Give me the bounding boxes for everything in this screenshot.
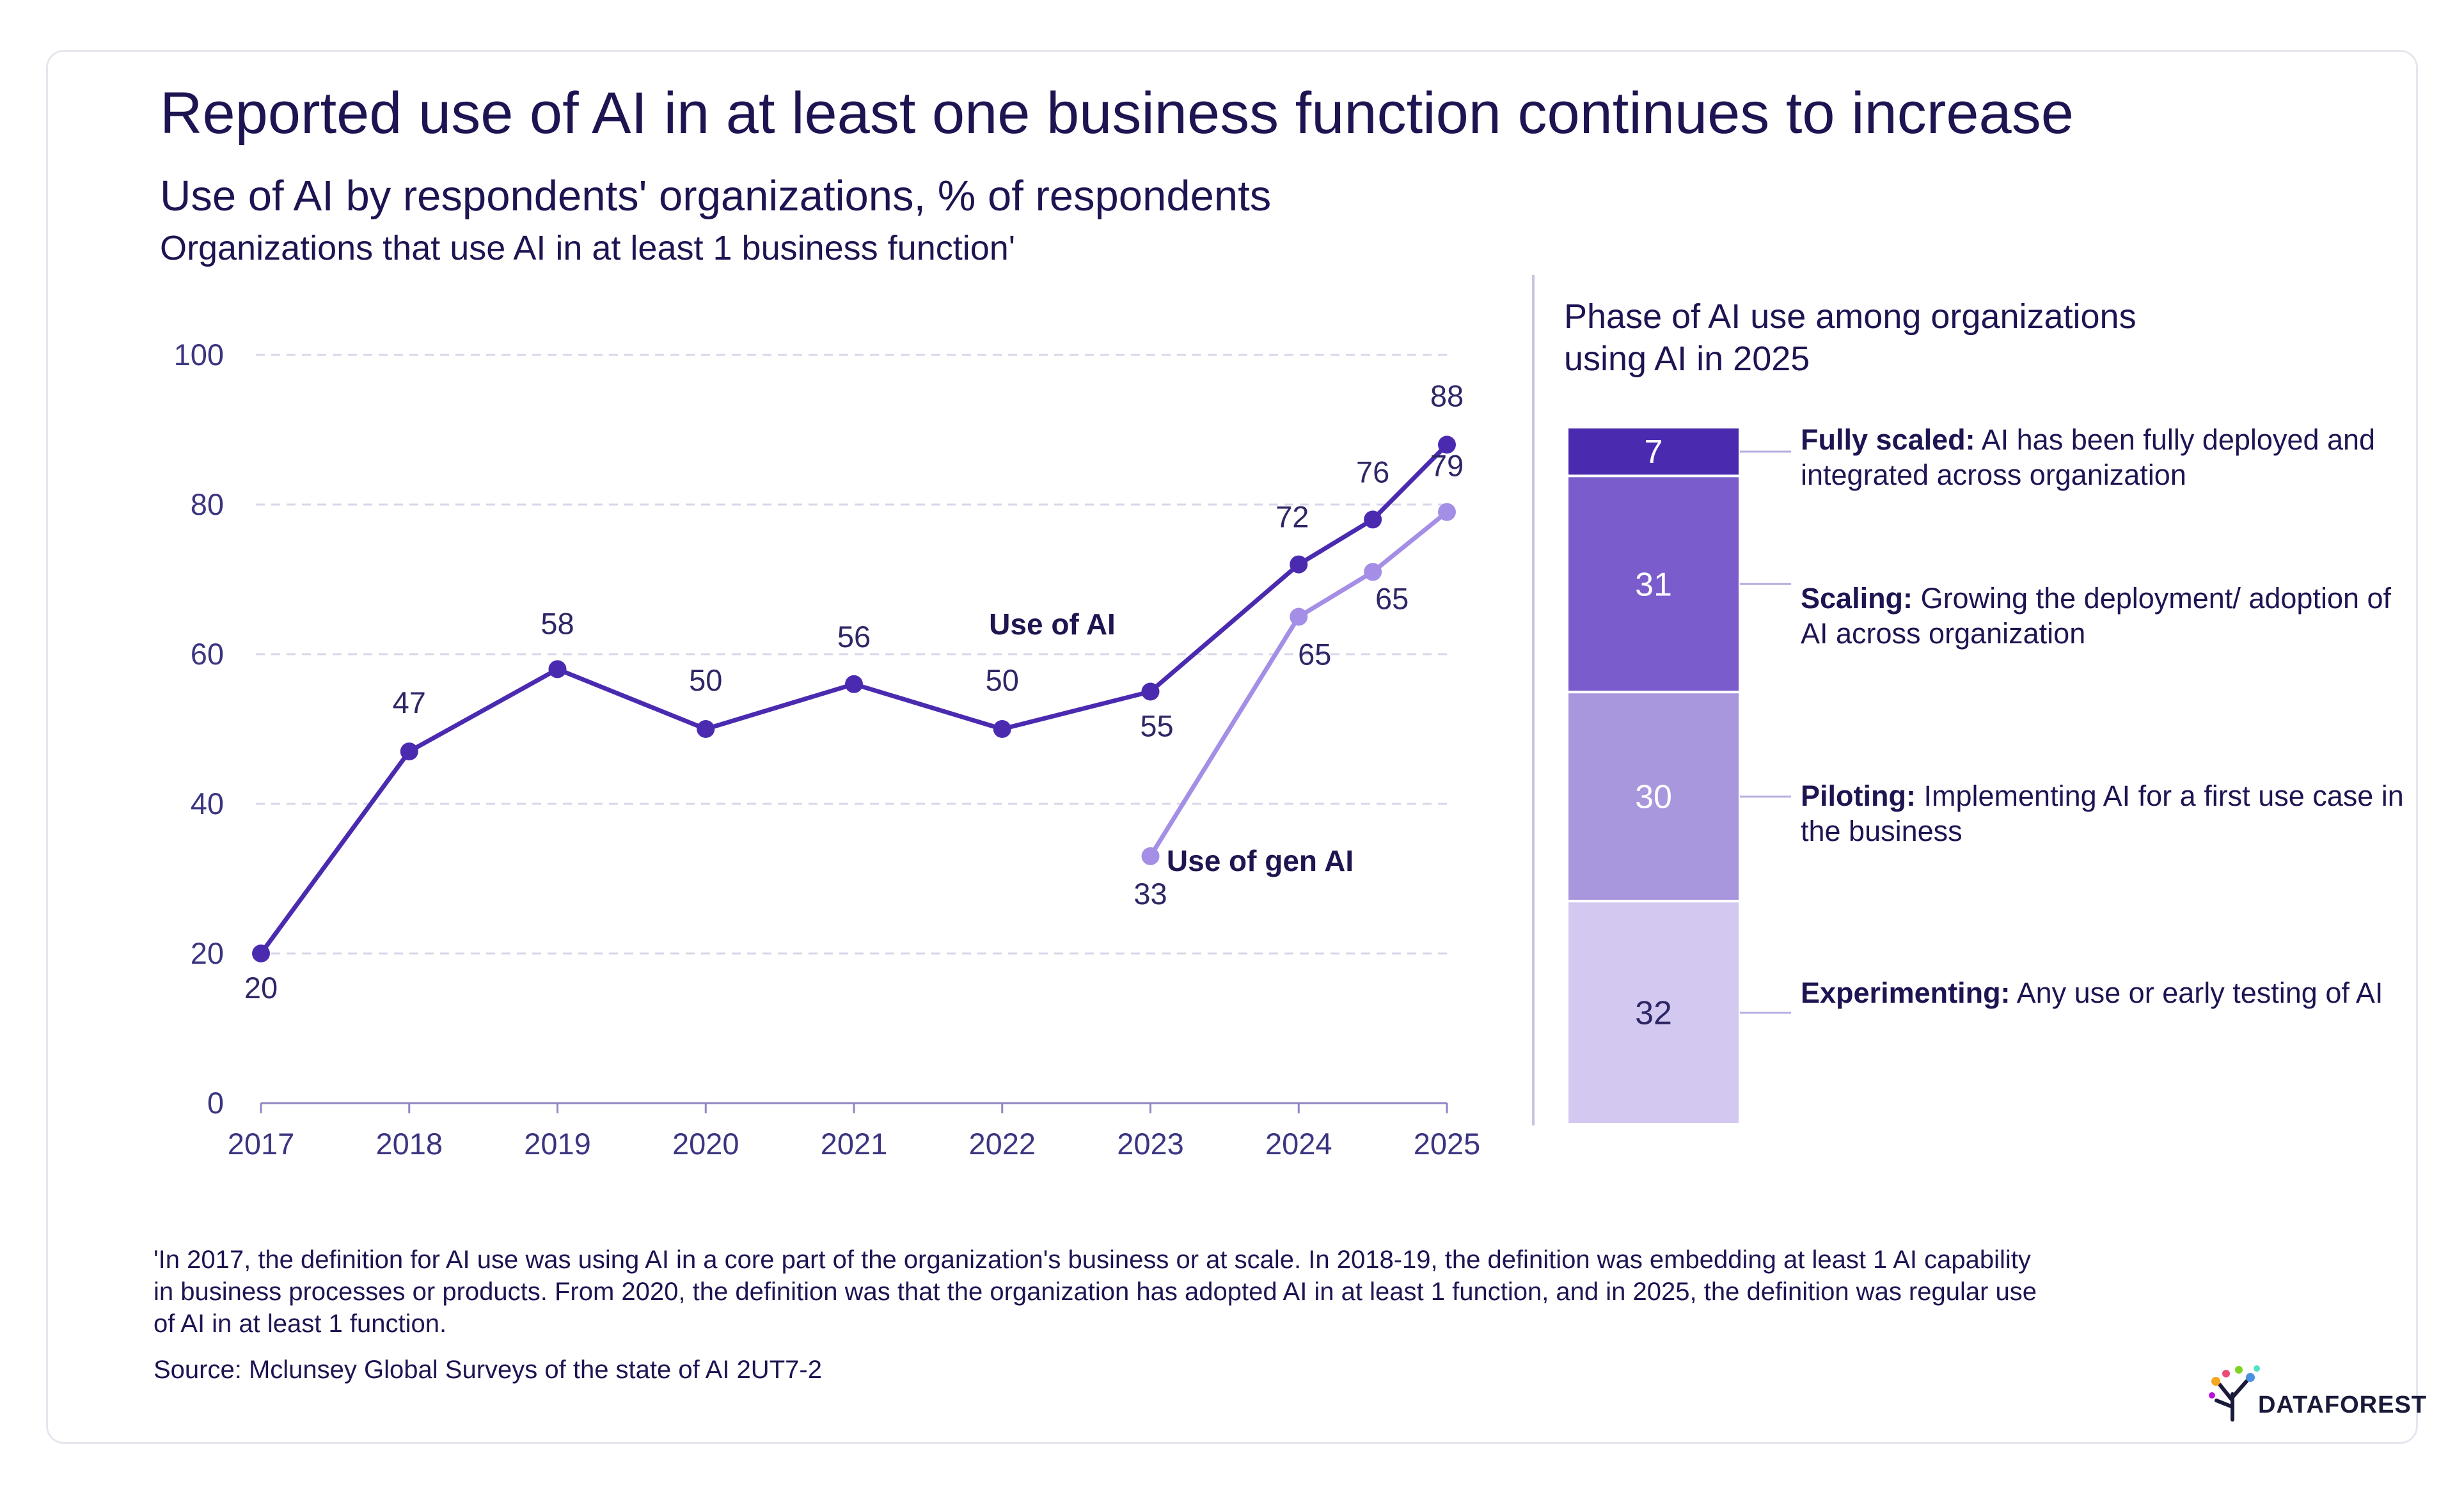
data-label: 58 bbox=[541, 606, 574, 640]
bar-segment bbox=[1566, 474, 1741, 694]
data-point bbox=[400, 742, 418, 761]
data-point bbox=[845, 675, 863, 693]
logo-text: DATAFOREST bbox=[2258, 1392, 2428, 1418]
phase-name: Fully scaled: bbox=[1801, 423, 1975, 456]
tree-logo-icon bbox=[2209, 1365, 2260, 1422]
data-point bbox=[1290, 555, 1308, 574]
data-label: 88 bbox=[1430, 379, 1464, 412]
phase-description: AI has been fully deployed and integrate… bbox=[1801, 423, 2376, 491]
x-tick-label: 2020 bbox=[672, 1127, 739, 1161]
phase-name: Experimenting: bbox=[1801, 976, 2010, 1009]
data-point bbox=[252, 945, 270, 962]
chart-subtitle: Use of AI by respondents' organizations,… bbox=[160, 172, 1272, 220]
y-tick-label: 20 bbox=[191, 936, 224, 970]
chart-card bbox=[46, 50, 2418, 1444]
data-label: 79 bbox=[1430, 449, 1464, 483]
y-tick-label: 100 bbox=[174, 338, 224, 372]
series-label: Use of AI bbox=[989, 608, 1116, 641]
x-tick-label: 2018 bbox=[375, 1127, 443, 1161]
data-label: 20 bbox=[244, 971, 278, 1005]
phase-desc-fully-scaled: Fully scaled: AI has been fully deployed… bbox=[1801, 422, 2408, 492]
bar-segment bbox=[1566, 900, 1741, 1125]
data-point bbox=[1290, 608, 1308, 626]
phase-name: Scaling: bbox=[1801, 582, 1913, 615]
data-label: 55 bbox=[1140, 709, 1173, 743]
segment-value-label: 32 bbox=[1635, 995, 1672, 1032]
data-point bbox=[548, 660, 567, 678]
data-label: 47 bbox=[393, 686, 426, 719]
segment-value-label: 31 bbox=[1635, 566, 1672, 603]
x-tick-label: 2023 bbox=[1117, 1127, 1184, 1161]
y-tick-label: 80 bbox=[191, 487, 224, 521]
data-label: 50 bbox=[689, 663, 722, 697]
data-point bbox=[697, 720, 715, 738]
series-line bbox=[259, 443, 1449, 955]
bar-segment bbox=[1566, 691, 1741, 903]
data-label: 65 bbox=[1298, 638, 1331, 671]
data-label: 72 bbox=[1275, 500, 1309, 534]
dataforest-logo: DATAFOREST bbox=[2207, 1356, 2426, 1426]
y-tick-label: 60 bbox=[191, 637, 224, 671]
series-line bbox=[1148, 510, 1449, 858]
chart-title: Reported use of AI in at least one busin… bbox=[160, 81, 2074, 146]
data-label: 50 bbox=[986, 663, 1019, 697]
x-tick-label: 2019 bbox=[524, 1127, 591, 1161]
y-tick-label: 40 bbox=[191, 787, 224, 820]
phase-description: Implementing AI for a first use case in … bbox=[1801, 780, 2404, 847]
segment-value-label: 7 bbox=[1645, 434, 1663, 471]
phase-description: Any use or early testing of AI bbox=[2016, 976, 2383, 1009]
data-point bbox=[1364, 510, 1382, 529]
x-tick-label: 2024 bbox=[1265, 1127, 1332, 1161]
phase-desc-scaling: Scaling: Growing the deployment/ adoptio… bbox=[1801, 581, 2408, 651]
y-tick-label: 0 bbox=[207, 1086, 224, 1120]
phase-chart-title: Phase of AI use among organizations usin… bbox=[1564, 297, 2136, 378]
phase-desc-piloting: Piloting: Implementing AI for a first us… bbox=[1801, 778, 2408, 849]
x-tick-label: 2022 bbox=[968, 1127, 1036, 1161]
x-tick-label: 2017 bbox=[228, 1127, 295, 1161]
data-label: 33 bbox=[1133, 877, 1167, 911]
data-point bbox=[1141, 847, 1160, 865]
data-label: 65 bbox=[1375, 581, 1409, 615]
x-tick-label: 2025 bbox=[1414, 1127, 1481, 1161]
chart-subtitle-detail: Organizations that use AI in at least 1 … bbox=[160, 229, 1016, 267]
data-point bbox=[993, 720, 1011, 738]
source-note: Source: Mclunsey Global Surveys of the s… bbox=[154, 1356, 822, 1384]
data-point bbox=[1438, 435, 1456, 454]
data-point bbox=[1141, 682, 1160, 701]
phase-description: Growing the deployment/ adoption of AI a… bbox=[1801, 582, 2392, 650]
x-tick-label: 2021 bbox=[821, 1127, 888, 1161]
phase-name: Piloting: bbox=[1801, 780, 1916, 812]
data-point bbox=[1438, 503, 1456, 521]
data-point bbox=[1364, 563, 1382, 581]
phase-desc-experimenting: Experimenting: Any use or early testing … bbox=[1801, 975, 2408, 1010]
series-label: Use of gen AI bbox=[1167, 844, 1354, 877]
data-label: 76 bbox=[1356, 455, 1389, 489]
data-label: 56 bbox=[837, 620, 871, 654]
footnote: 'In 2017, the definition for AI use was … bbox=[154, 1246, 2037, 1338]
segment-value-label: 30 bbox=[1635, 779, 1672, 816]
